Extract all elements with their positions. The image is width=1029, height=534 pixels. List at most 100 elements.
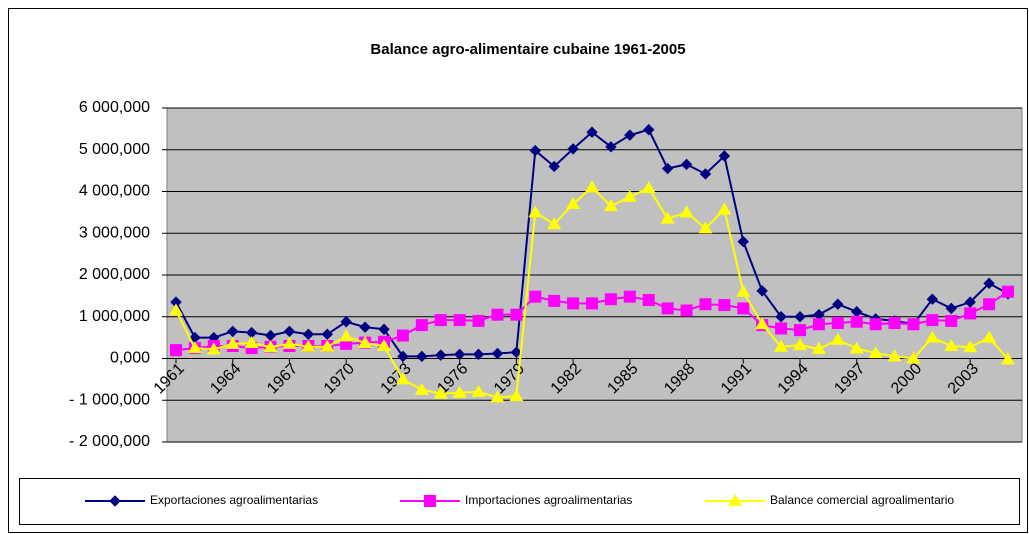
marker [982,330,997,343]
marker [661,162,674,175]
marker [622,189,637,202]
marker [755,317,770,330]
marker [680,158,693,171]
marker [832,298,844,310]
marker [983,298,996,311]
marker [926,314,939,327]
marker [794,324,806,337]
marker [510,346,523,358]
marker [510,308,523,321]
marker [282,336,297,349]
marker [660,211,675,224]
marker [206,342,221,355]
marker [415,319,428,332]
chart-title: Balance agro-alimentaire cubaine 1961-20… [370,41,685,58]
marker [225,336,240,349]
marker [227,325,239,338]
marker [794,311,806,323]
marker [378,323,390,335]
marker [471,384,486,397]
marker [699,298,712,311]
y-tick-label: 5 000,000 [79,141,150,158]
marker [698,221,713,234]
marker [944,338,959,351]
marker [321,328,333,340]
marker [605,141,617,153]
marker [301,339,316,352]
y-tick-label: 0,000 [110,350,150,367]
marker [472,314,485,327]
y-tick-label: 6 000,000 [79,99,150,116]
marker [359,321,371,333]
marker [548,294,561,307]
marker [547,217,562,230]
marker [302,328,315,340]
marker [887,349,902,362]
marker [718,299,731,312]
marker [1002,285,1014,298]
marker [586,297,598,310]
marker [775,311,787,323]
marker [812,318,825,331]
marker [868,346,883,359]
marker [756,285,768,297]
marker [187,341,202,354]
marker [491,308,504,321]
legend-label: Importaciones agroalimentarias [465,493,632,507]
marker [339,329,354,342]
marker [567,297,580,310]
marker [169,303,183,316]
marker [641,181,656,194]
marker [453,314,466,327]
y-tick-label: 2 000,000 [79,266,150,283]
marker [433,386,448,399]
marker [849,341,864,354]
marker [603,199,618,212]
marker [452,385,467,398]
y-tick-label: - 2 000,000 [69,433,150,450]
y-tick-label: 3 000,000 [79,224,150,241]
marker [472,348,485,361]
marker [453,348,466,361]
legend-label: Balance comercial agroalimentario [770,493,954,507]
marker [528,205,543,218]
marker [416,350,428,363]
marker [424,495,436,507]
marker [831,317,844,330]
marker [529,290,542,303]
legend [19,478,1020,525]
marker [320,339,335,352]
marker [964,296,976,308]
marker [283,325,296,338]
marker [604,293,617,306]
marker [263,340,278,353]
marker [869,318,882,331]
marker [377,338,391,351]
marker [491,347,504,360]
marker [244,336,259,349]
marker [945,302,957,315]
marker [396,329,409,342]
y-tick-label: 1 000,000 [79,308,150,325]
marker [661,302,674,315]
marker [624,129,636,141]
marker [642,294,655,307]
marker [109,495,121,507]
marker [434,314,447,327]
marker [586,126,598,138]
marker [793,338,807,351]
marker [775,322,788,335]
marker [680,304,693,317]
marker [623,290,636,303]
marker [963,340,978,353]
marker [567,143,579,155]
marker [509,389,524,402]
marker [717,202,732,215]
marker [340,316,352,328]
marker [811,341,826,354]
marker [906,351,921,364]
marker [926,293,939,305]
marker [774,339,789,352]
marker [964,307,977,320]
